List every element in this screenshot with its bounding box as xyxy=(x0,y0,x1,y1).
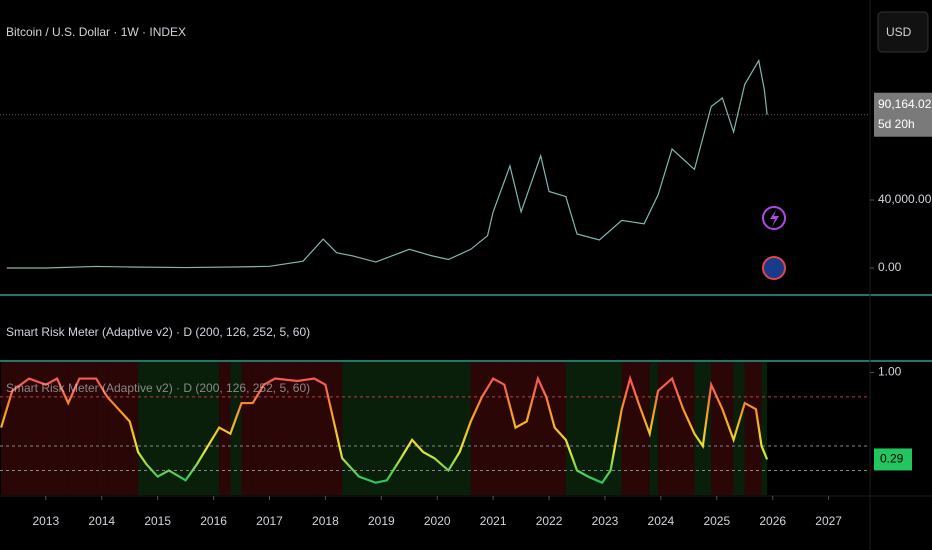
countdown-label: 5d 20h xyxy=(878,117,915,131)
regime-band xyxy=(481,362,494,495)
regime-band xyxy=(252,362,264,495)
regime-band xyxy=(649,362,659,495)
last-value-label: 0.29 xyxy=(880,452,904,466)
regime-band xyxy=(448,362,460,495)
regime-band xyxy=(157,362,169,495)
x-tick-label: 2017 xyxy=(256,514,283,528)
regime-band xyxy=(263,362,276,495)
x-tick-label: 2018 xyxy=(312,514,339,528)
regime-band xyxy=(96,362,108,495)
y-tick-label: 1.00 xyxy=(878,365,902,379)
regime-band xyxy=(333,362,343,495)
regime-band xyxy=(658,362,673,495)
regime-band xyxy=(219,362,231,495)
regime-band xyxy=(744,362,756,495)
regime-band xyxy=(423,362,435,495)
regime-band xyxy=(602,362,611,495)
regime-band xyxy=(146,362,158,495)
x-tick-label: 2013 xyxy=(32,514,59,528)
regime-band xyxy=(672,362,684,495)
regime-band xyxy=(230,362,242,495)
x-tick-label: 2024 xyxy=(648,514,675,528)
regime-band xyxy=(683,362,695,495)
regime-band xyxy=(722,362,734,495)
x-tick-label: 2016 xyxy=(200,514,227,528)
regime-band xyxy=(526,362,538,495)
price-line xyxy=(6,58,768,269)
y-tick-label: 0.00 xyxy=(878,260,902,274)
regime-band xyxy=(12,362,30,495)
regime-band xyxy=(630,362,639,495)
x-tick-label: 2015 xyxy=(144,514,171,528)
x-tick-label: 2020 xyxy=(424,514,451,528)
regime-band xyxy=(129,362,139,495)
flag-icon[interactable] xyxy=(762,256,786,280)
regime-band xyxy=(79,362,97,495)
y-tick-label: 40,000.00 xyxy=(878,192,932,206)
regime-band xyxy=(400,362,413,495)
regime-band xyxy=(515,362,527,495)
event-icon[interactable] xyxy=(762,206,786,230)
regime-band xyxy=(761,362,768,495)
regime-band xyxy=(107,362,119,495)
last-price-label: 90,164.02 xyxy=(878,97,932,111)
regime-band xyxy=(554,362,566,495)
regime-band xyxy=(196,362,208,495)
indicator-title: Smart Risk Meter (Adaptive v2) · D (200,… xyxy=(6,325,310,339)
x-tick-label: 2027 xyxy=(815,514,842,528)
regime-band xyxy=(275,362,298,495)
chart-title: Bitcoin / U.S. Dollar · 1W · INDEX xyxy=(6,25,186,39)
x-tick-label: 2021 xyxy=(480,514,507,528)
x-tick-label: 2026 xyxy=(759,514,786,528)
regime-band xyxy=(118,362,130,495)
currency-button[interactable] xyxy=(877,11,929,53)
regime-band xyxy=(621,362,631,495)
regime-band xyxy=(29,362,46,495)
regime-band xyxy=(57,362,69,495)
regime-band xyxy=(434,362,449,495)
overlay-title: Smart Risk Meter (Adaptive v2) · D (200,… xyxy=(6,381,310,395)
regime-band xyxy=(207,362,220,495)
regime-band xyxy=(358,362,376,495)
regime-band xyxy=(493,362,505,495)
x-tick-label: 2023 xyxy=(592,514,619,528)
regime-band xyxy=(537,362,547,495)
regime-band xyxy=(459,362,471,495)
last-value-box xyxy=(874,448,912,471)
regime-band xyxy=(638,362,650,495)
last-price-box xyxy=(874,92,932,137)
regime-band xyxy=(138,362,147,495)
regime-band xyxy=(733,362,745,495)
risk-line xyxy=(0,374,769,485)
x-tick-label: 2019 xyxy=(368,514,395,528)
regime-band xyxy=(1,362,13,495)
regime-band xyxy=(610,362,622,495)
regime-band xyxy=(168,362,186,495)
regime-band xyxy=(45,362,58,495)
x-tick-label: 2014 xyxy=(88,514,115,528)
regime-band xyxy=(241,362,253,495)
regime-band xyxy=(412,362,424,495)
lightning-icon xyxy=(770,210,779,227)
x-tick-label: 2022 xyxy=(536,514,563,528)
regime-band xyxy=(314,362,326,495)
regime-band xyxy=(588,362,603,495)
x-tick-label: 2025 xyxy=(703,514,730,528)
regime-band xyxy=(565,362,578,495)
regime-band xyxy=(694,362,703,495)
regime-band xyxy=(297,362,315,495)
currency-label[interactable]: USD xyxy=(886,25,912,39)
regime-band xyxy=(702,362,712,495)
regime-band xyxy=(546,362,555,495)
regime-band xyxy=(577,362,589,495)
regime-band xyxy=(375,362,387,495)
regime-band xyxy=(68,362,80,495)
regime-band xyxy=(711,362,723,495)
regime-band xyxy=(470,362,482,495)
regime-band xyxy=(325,362,334,495)
regime-band xyxy=(185,362,197,495)
regime-band xyxy=(504,362,516,495)
